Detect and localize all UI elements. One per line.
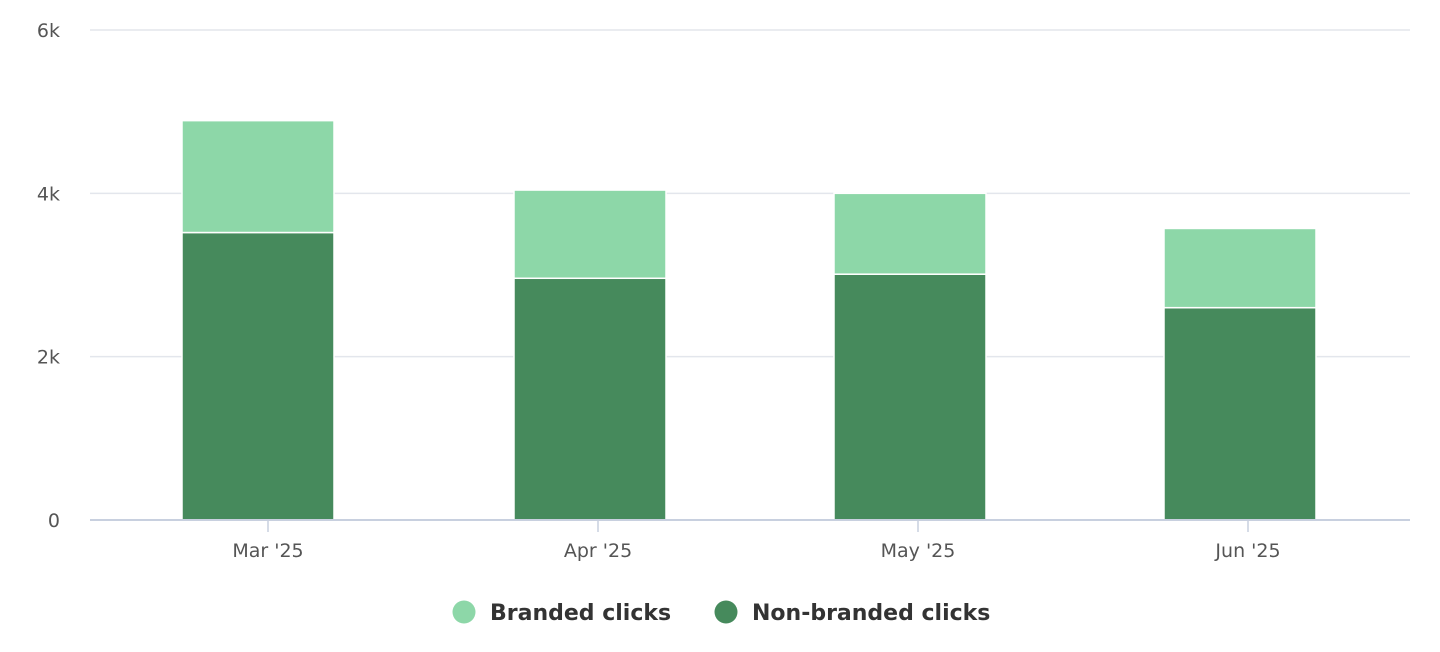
legend-label-non-branded-clicks: Non-branded clicks (752, 601, 990, 626)
bar-branded-clicks (513, 189, 667, 280)
y-tick-label: 2k (37, 347, 60, 369)
bars (181, 119, 1317, 521)
bar-branded-clicks (833, 192, 987, 275)
bar-non-branded-clicks (513, 277, 667, 521)
y-tick-label: 4k (37, 183, 60, 205)
bar-branded-clicks (1163, 227, 1317, 309)
x-tick-label: Mar '25 (232, 540, 303, 562)
legend-marker-branded-clicks (452, 600, 476, 624)
x-tick-label: Jun '25 (1214, 540, 1280, 562)
axes: 0 2k 4k 6k Mar '25 Apr '25 May '25 Jun '25 (37, 20, 1410, 562)
x-tick-label: Apr '25 (564, 540, 632, 562)
bar-non-branded-clicks (181, 231, 335, 521)
x-tick-label: May '25 (881, 540, 956, 562)
y-tick-label: 0 (48, 510, 60, 532)
bar-non-branded-clicks (1163, 306, 1317, 521)
legend: Branded clicks Non-branded clicks (452, 600, 990, 626)
legend-label-branded-clicks: Branded clicks (490, 601, 671, 626)
legend-marker-non-branded-clicks (714, 600, 738, 624)
y-tick-label: 6k (37, 20, 60, 42)
bar-branded-clicks (181, 119, 335, 234)
bar-non-branded-clicks (833, 273, 987, 521)
